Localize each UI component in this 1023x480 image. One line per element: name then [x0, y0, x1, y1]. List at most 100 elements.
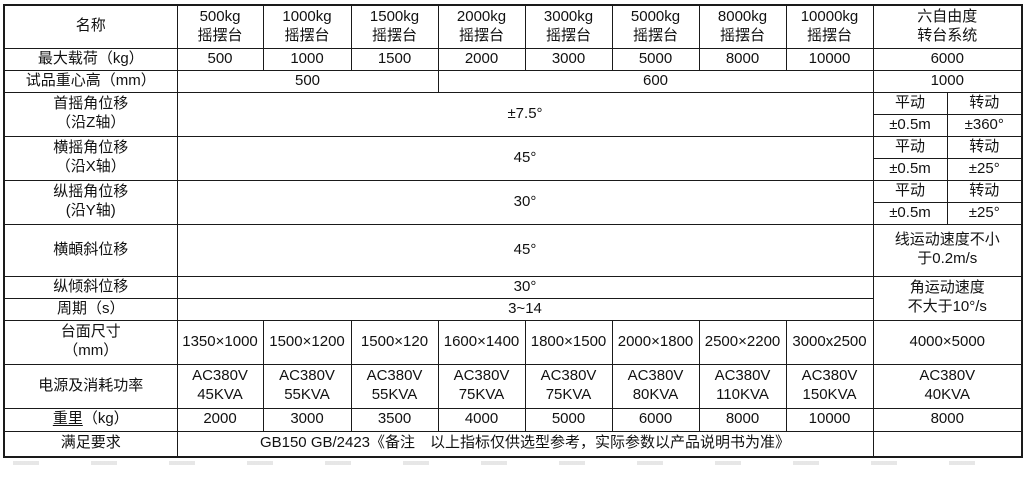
row-roll: 横摇角位移 （沿X轴） 45° 平动 转动 [3, 135, 1023, 181]
col-header-2000kg: 2000kg 摇摆台 [437, 4, 526, 49]
value-cell: 5000 [524, 407, 613, 432]
value-cell: 3500 [350, 407, 439, 432]
sub-header-translation: 平动 [872, 135, 948, 159]
row-label: 周期（s） [3, 297, 178, 321]
value-cell: AC380V 75KVA [437, 363, 526, 409]
value-cell: 8000 [698, 47, 787, 71]
row-label: 首摇角位移 （沿Z轴） [3, 91, 178, 137]
row-label: 纵摇角位移 (沿Y轴) [3, 179, 178, 225]
value-cell-merged: 30° [176, 275, 874, 299]
value-cell: 1000 [872, 69, 1023, 93]
value-cell: ±0.5m [872, 113, 948, 137]
col-header-8000kg: 8000kg 摇摆台 [698, 4, 787, 49]
note-cell: 线运动速度不小 于0.2m/s [872, 223, 1023, 277]
value-cell: 1500×1200 [262, 319, 352, 365]
row-label-unit: （kg） [82, 410, 129, 428]
col-header-500kg: 500kg 摇摆台 [176, 4, 264, 49]
value-cell: AC380V 110KVA [698, 363, 787, 409]
value-cell: AC380V 75KVA [524, 363, 613, 409]
col-header-5000kg: 5000kg 摇摆台 [611, 4, 700, 49]
value-cell: ±25° [946, 201, 1023, 225]
value-cell: AC380V 55KVA [350, 363, 439, 409]
row-yaw: 首摇角位移 （沿Z轴） ±7.5° 平动 转动 [3, 91, 1023, 137]
sub-header-translation: 平动 [872, 91, 948, 115]
value-cell: 2500×2200 [698, 319, 787, 365]
row-label: 重里（kg） [3, 407, 178, 432]
value-cell: 4000×5000 [872, 319, 1023, 365]
value-cell: AC380V 150KVA [785, 363, 874, 409]
col-header-10000kg: 10000kg 摇摆台 [785, 4, 874, 49]
value-cell: AC380V 55KVA [262, 363, 352, 409]
value-cell-merged: ±7.5° [176, 91, 874, 137]
row-label: 满足要求 [3, 430, 178, 458]
row-pitch: 纵摇角位移 (沿Y轴) 30° 平动 转动 [3, 179, 1023, 225]
value-cell: 3000 [262, 407, 352, 432]
value-cell: 500 [176, 47, 264, 71]
row-weight: 重里（kg） 2000 3000 3500 4000 5000 6000 800… [3, 407, 1023, 432]
value-cell: AC380V 80KVA [611, 363, 700, 409]
value-cell: 1500 [350, 47, 439, 71]
value-cell: 1600×1400 [437, 319, 526, 365]
value-cell: 2000 [437, 47, 526, 71]
row-label: 横摇角位移 （沿X轴） [3, 135, 178, 181]
value-cell: ±0.5m [872, 157, 948, 181]
row-requirement: 满足要求 GB150 GB/2423《备注 以上指标仅供选型参考，实际参数以产品… [3, 430, 1023, 458]
value-cell: AC380V 45KVA [176, 363, 264, 409]
value-cell: 10000 [785, 407, 874, 432]
sub-header-rotation: 转动 [946, 135, 1023, 159]
row-pitch-values: ±0.5m ±25° [4, 201, 1023, 225]
value-cell-merged: 500 [176, 69, 439, 93]
row-max-load: 最大载荷（kg） 500 1000 1500 2000 3000 5000 80… [3, 47, 1023, 71]
value-cell: 4000 [437, 407, 526, 432]
value-cell-merged: 45° [176, 223, 874, 277]
value-cell: 6000 [611, 407, 700, 432]
value-cell: 2000×1800 [611, 319, 700, 365]
row-cog-height: 试品重心高（mm） 500 600 1000 [3, 69, 1023, 93]
row-label: 最大载荷（kg） [3, 47, 178, 71]
value-cell: 1800×1500 [524, 319, 613, 365]
sub-header-translation: 平动 [872, 179, 948, 203]
value-cell: 1500×120 [350, 319, 439, 365]
value-cell: 3000 [524, 47, 613, 71]
row-lateral-tilt: 横頔斜位移 45° 线运动速度不小 于0.2m/s [3, 223, 1023, 277]
row-label-main: 重里 [52, 410, 83, 428]
value-cell: ±0.5m [872, 201, 948, 225]
row-period: 周期（s） 3~14 [3, 297, 1022, 321]
empty-cell [872, 430, 1023, 458]
value-cell-merged: 45° [176, 135, 874, 181]
spec-sheet: 名称 500kg 摇摆台 1000kg 摇摆台 1500kg 摇摆台 2000k… [3, 4, 1023, 465]
spec-table: 名称 500kg 摇摆台 1000kg 摇摆台 1500kg 摇摆台 2000k… [3, 4, 1023, 458]
row-label: 横頔斜位移 [3, 223, 178, 277]
row-longitudinal-tilt: 纵倾斜位移 30° 角运动速度 不大于10°/s [3, 275, 1023, 321]
value-cell: 1000 [262, 47, 352, 71]
value-cell: 5000 [611, 47, 700, 71]
row-label: 电源及消耗功率 [3, 363, 178, 409]
row-label: 纵倾斜位移 [3, 275, 178, 299]
value-cell: 2000 [176, 407, 264, 432]
row-power: 电源及消耗功率 AC380V 45KVA AC380V 55KVA AC380V… [3, 363, 1023, 409]
value-cell-merged: 30° [176, 179, 874, 225]
row-table-size: 台面尺寸 （mm） 1350×1000 1500×1200 1500×120 1… [3, 319, 1023, 365]
sub-header-rotation: 转动 [946, 91, 1023, 115]
value-cell: 6000 [872, 47, 1023, 71]
value-cell-merged: 600 [437, 69, 874, 93]
col-header-1000kg: 1000kg 摇摆台 [262, 4, 352, 49]
sub-header-rotation: 转动 [946, 179, 1023, 203]
col-header-1500kg: 1500kg 摇摆台 [350, 4, 439, 49]
header-name: 名称 [3, 4, 178, 49]
col-header-3000kg: 3000kg 摇摆台 [524, 4, 613, 49]
row-label: 台面尺寸 （mm） [3, 319, 178, 365]
note-cell: 角运动速度 不大于10°/s [872, 275, 1023, 321]
row-label: 试品重心高（mm） [3, 69, 178, 93]
value-cell: 10000 [785, 47, 874, 71]
remark-cell: GB150 GB/2423《备注 以上指标仅供选型参考，实际参数以产品说明书为准… [176, 430, 874, 458]
value-cell-merged: 3~14 [176, 297, 874, 321]
col-header-six-dof: 六自由度 转台系统 [872, 4, 1023, 49]
value-cell: AC380V 40KVA [872, 363, 1023, 409]
value-cell: 8000 [872, 407, 1023, 432]
value-cell: ±25° [946, 157, 1023, 181]
header-row: 名称 500kg 摇摆台 1000kg 摇摆台 1500kg 摇摆台 2000k… [3, 4, 1023, 49]
scan-artifact-strip [13, 461, 1003, 465]
value-cell: ±360° [946, 113, 1023, 137]
value-cell: 1350×1000 [176, 319, 264, 365]
